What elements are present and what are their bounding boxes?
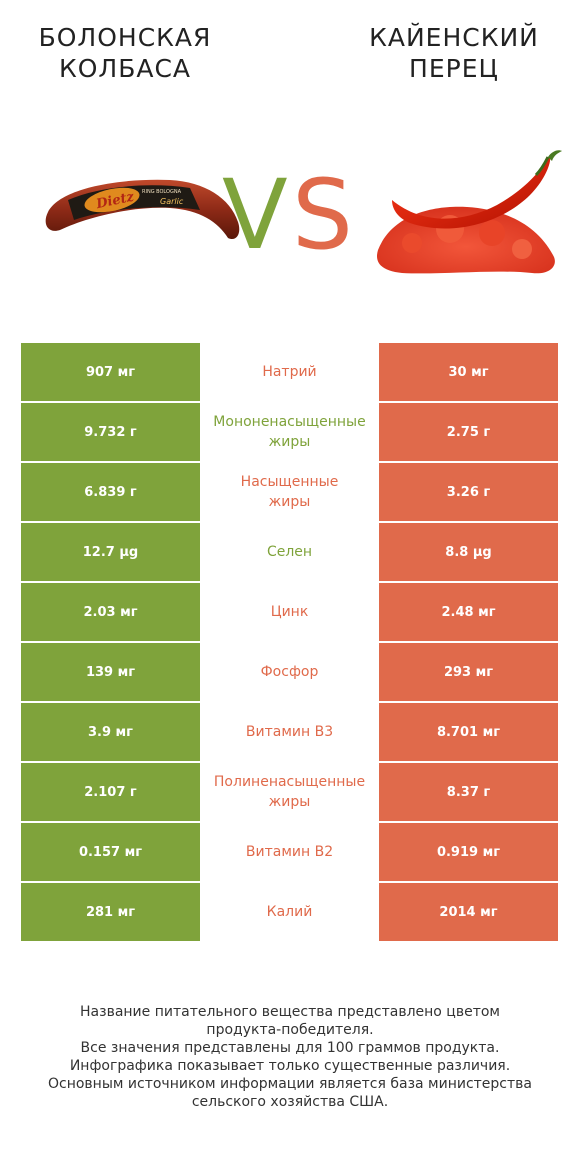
right-value-cell: 0.919 мг (379, 823, 558, 881)
footer-notes: Название питательного вещества представл… (20, 1003, 560, 1111)
footer-line: Название питательного вещества представл… (80, 1004, 500, 1020)
nutrient-name-cell: Селен (200, 523, 379, 581)
nutrient-name-line: Селен (266, 544, 313, 560)
left-value-cell: 139 мг (21, 643, 200, 701)
left-title-line-2: КОЛБАСА (58, 54, 192, 83)
right-value-cell: 293 мг (379, 643, 558, 701)
footer-line: сельского хозяйства США. (191, 1094, 389, 1110)
left-value-cell: 9.732 г (21, 403, 200, 461)
footer-line: Инфографика показывает только существенн… (69, 1058, 511, 1074)
left-value-cell: 0.157 мг (21, 823, 200, 881)
left-value-cell: 6.839 г (21, 463, 200, 521)
left-value-cell: 281 мг (21, 883, 200, 941)
nutrient-name-cell: Натрий (200, 343, 379, 401)
comparison-table: 907 мг Натрий 30 мг 9.732 г Мононенасыще… (21, 343, 558, 943)
table-row: 2.03 мг Цинк 2.48 мг (21, 583, 558, 643)
left-value-cell: 12.7 µg (21, 523, 200, 581)
right-title-line-2: ПЕРЕЦ (409, 54, 499, 83)
vs-v-letter: V (222, 160, 288, 260)
right-title-line-1: КАЙЕНСКИЙ (369, 23, 539, 52)
table-row: 0.157 мг Витамин B2 0.919 мг (21, 823, 558, 883)
nutrient-name-cell: Витамин B2 (200, 823, 379, 881)
right-value-cell: 2.75 г (379, 403, 558, 461)
left-value-cell: 907 мг (21, 343, 200, 401)
nutrient-name-cell: Калий (200, 883, 379, 941)
right-value-cell: 2.48 мг (379, 583, 558, 641)
table-row: 12.7 µg Селен 8.8 µg (21, 523, 558, 583)
table-row: 907 мг Натрий 30 мг (21, 343, 558, 403)
nutrient-name-line: Мононенасыщенные (213, 414, 366, 430)
nutrient-name-cell: Насыщенные жиры (200, 463, 379, 521)
sausage-label-product: RING BOLOGNA (142, 189, 182, 195)
nutrient-name-cell: Витамин B3 (200, 703, 379, 761)
nutrient-name-line: Калий (266, 904, 313, 920)
table-row: 139 мг Фосфор 293 мг (21, 643, 558, 703)
nutrient-name-line: Витамин B3 (245, 724, 334, 740)
right-value-cell: 8.37 г (379, 763, 558, 821)
sausage-label-flavor: Garlic (160, 197, 184, 206)
nutrient-name-line: Натрий (262, 364, 317, 380)
nutrient-name-line: Полиненасыщенные (213, 774, 366, 790)
nutrient-name-cell: Полиненасыщенные жиры (200, 763, 379, 821)
left-value-cell: 2.107 г (21, 763, 200, 821)
table-row: 281 мг Калий 2014 мг (21, 883, 558, 943)
nutrient-name-line: Фосфор (260, 664, 319, 680)
cayenne-pepper-image (377, 150, 562, 274)
right-value-cell: 2014 мг (379, 883, 558, 941)
nutrient-name-line: жиры (268, 794, 311, 810)
footer-line: Основным источником информации является … (48, 1076, 532, 1092)
nutrient-name-line: Насыщенные (240, 474, 339, 490)
right-value-cell: 30 мг (379, 343, 558, 401)
vs-s-letter: S (292, 160, 353, 260)
nutrient-name-line: Цинк (270, 604, 309, 620)
table-row: 3.9 мг Витамин B3 8.701 мг (21, 703, 558, 763)
left-value-cell: 3.9 мг (21, 703, 200, 761)
right-value-cell: 8.701 мг (379, 703, 558, 761)
left-product-title: БОЛОНСКАЯ КОЛБАСА (0, 22, 250, 84)
nutrient-name-cell: Мононенасыщенные жиры (200, 403, 379, 461)
vs-mark: V S (222, 160, 353, 260)
nutrient-name-cell: Цинк (200, 583, 379, 641)
right-product-title: КАЙЕНСКИЙ ПЕРЕЦ (329, 22, 579, 84)
footer-line: продукта-победителя. (206, 1022, 374, 1038)
footer-line: Все значения представлены для 100 граммо… (80, 1040, 500, 1056)
bologna-sausage-image: Dietz RING BOLOGNA Garlic (45, 179, 240, 240)
nutrient-name-line: жиры (268, 494, 311, 510)
nutrient-name-line: жиры (268, 434, 311, 450)
nutrient-name-line: Витамин B2 (245, 844, 334, 860)
right-value-cell: 3.26 г (379, 463, 558, 521)
table-row: 6.839 г Насыщенные жиры 3.26 г (21, 463, 558, 523)
left-title-line-1: БОЛОНСКАЯ (38, 23, 212, 52)
right-value-cell: 8.8 µg (379, 523, 558, 581)
table-row: 9.732 г Мононенасыщенные жиры 2.75 г (21, 403, 558, 463)
nutrient-name-cell: Фосфор (200, 643, 379, 701)
left-value-cell: 2.03 мг (21, 583, 200, 641)
table-row: 2.107 г Полиненасыщенные жиры 8.37 г (21, 763, 558, 823)
